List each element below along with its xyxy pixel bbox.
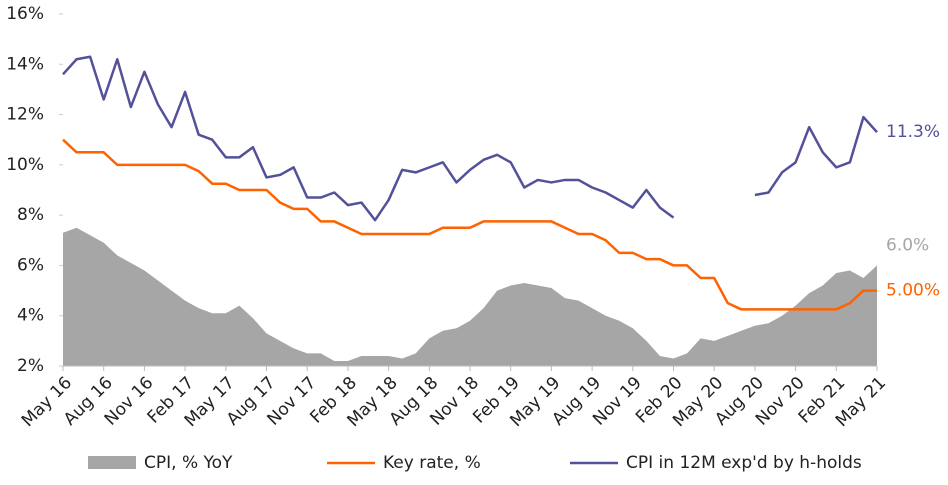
y-tick-label: 4% xyxy=(17,306,44,326)
annotation: 6.0% xyxy=(886,235,929,255)
y-tick-label: 6% xyxy=(17,255,44,275)
legend-label: CPI in 12M exp'd by h-holds xyxy=(626,453,862,473)
y-tick-label: 8% xyxy=(17,205,44,225)
area xyxy=(63,227,877,366)
line xyxy=(62,55,878,222)
annotation: 11.3% xyxy=(886,122,940,142)
legend-label: CPI, % YoY xyxy=(144,453,233,473)
y-tick-label: 2% xyxy=(17,356,44,376)
line xyxy=(62,138,877,311)
y-tick-label: 14% xyxy=(6,54,44,74)
annotation: 5.00% xyxy=(886,281,940,301)
y-tick-label: 10% xyxy=(6,155,44,175)
y-tick-label: 12% xyxy=(6,105,44,125)
legend-swatch xyxy=(88,456,136,469)
legend-label: Key rate, % xyxy=(383,453,481,473)
y-tick-label: 16% xyxy=(6,4,44,24)
